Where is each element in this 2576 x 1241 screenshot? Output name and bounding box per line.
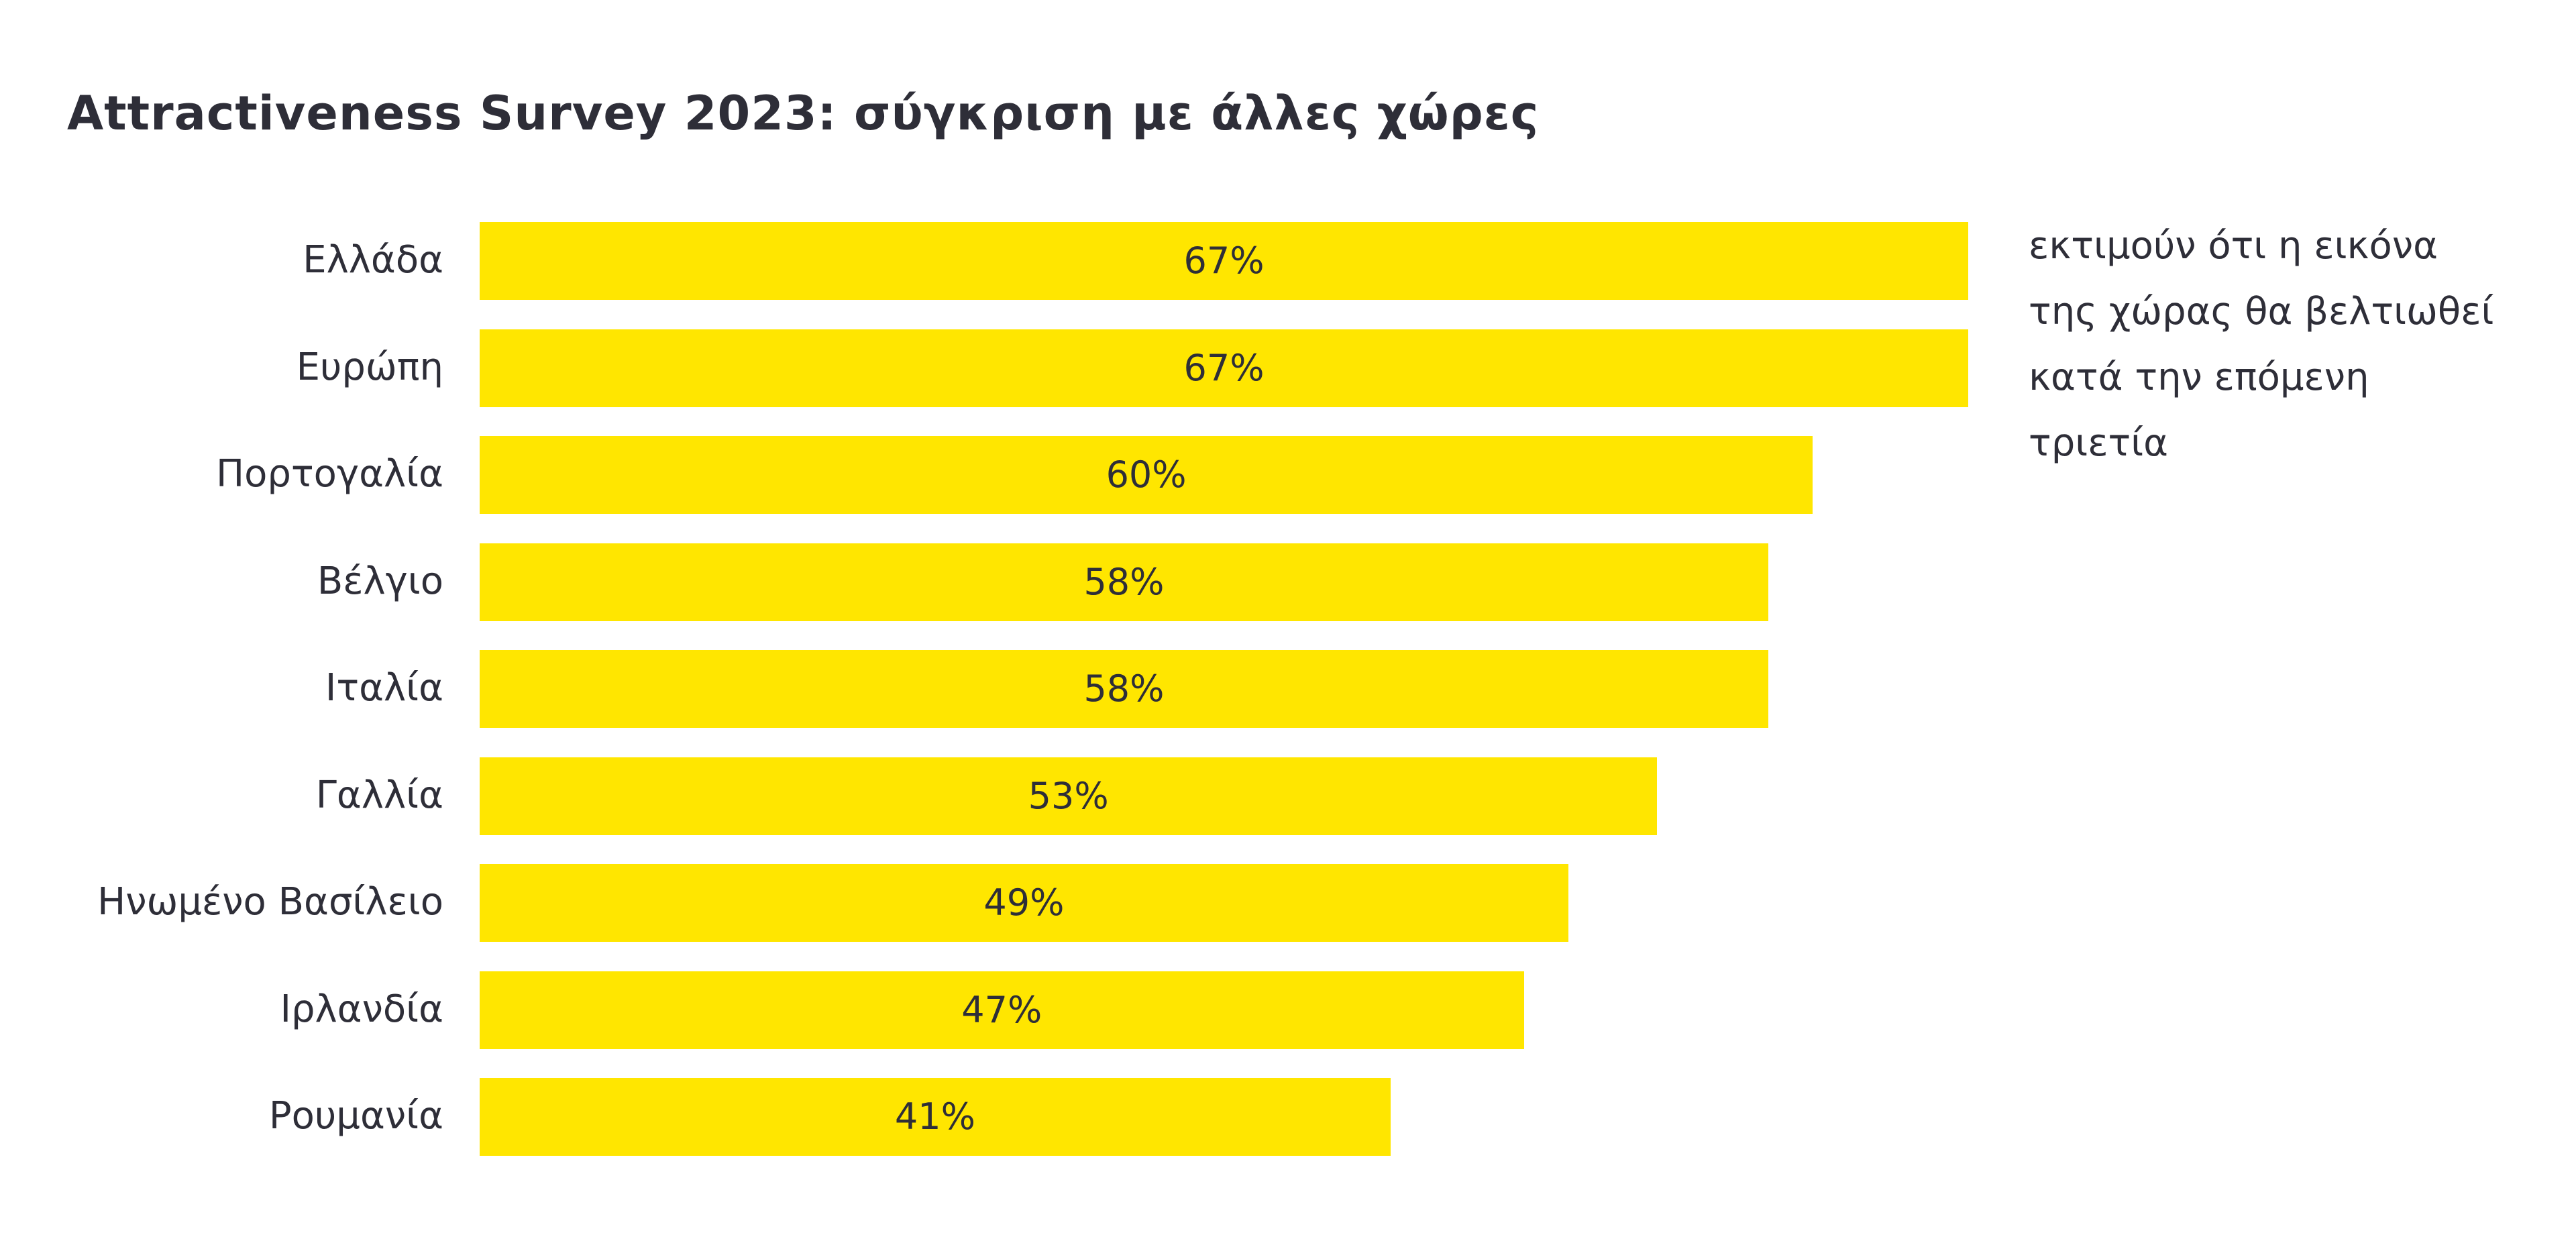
data-label: 49% (983, 881, 1065, 924)
chart-title: Attractiveness Survey 2023: σύγκριση με … (67, 86, 1540, 141)
bar (480, 436, 1813, 514)
category-label: Ρουμανία (268, 1094, 443, 1138)
annotation-line: κατά την επόμενη (2029, 356, 2369, 399)
category-label: Ιταλία (325, 666, 443, 710)
data-label: 58% (1083, 560, 1165, 603)
data-label: 60% (1106, 453, 1187, 496)
category-label: Ευρώπη (296, 345, 443, 389)
chart-annotation: εκτιμούν ότι η εικόνα της χώρας θα βελτι… (2029, 213, 2493, 476)
bar (480, 757, 1658, 835)
data-label: 67% (1183, 239, 1265, 282)
data-label: 58% (1083, 667, 1165, 710)
category-label: Ελλάδα (303, 238, 443, 282)
category-label: Γαλλία (315, 773, 443, 817)
bar (480, 864, 1568, 942)
category-label: Πορτογαλία (216, 452, 443, 496)
category-label: Ηνωμένο Βασίλειο (97, 880, 443, 924)
bar (480, 543, 1768, 621)
data-label: 47% (961, 988, 1042, 1031)
bar (480, 329, 1968, 407)
category-label: Βέλγιο (317, 559, 443, 603)
bar (480, 222, 1968, 300)
data-label: 53% (1028, 774, 1109, 817)
data-label: 67% (1183, 346, 1265, 389)
bar (480, 650, 1768, 728)
annotation-line: τριετία (2029, 421, 2169, 465)
annotation-line: εκτιμούν ότι η εικόνα (2029, 224, 2438, 268)
annotation-line: της χώρας θα βελτιωθεί (2029, 290, 2494, 333)
data-label: 41% (894, 1095, 975, 1138)
bar (480, 971, 1524, 1049)
bar (480, 1078, 1391, 1156)
category-label: Ιρλανδία (280, 987, 443, 1031)
